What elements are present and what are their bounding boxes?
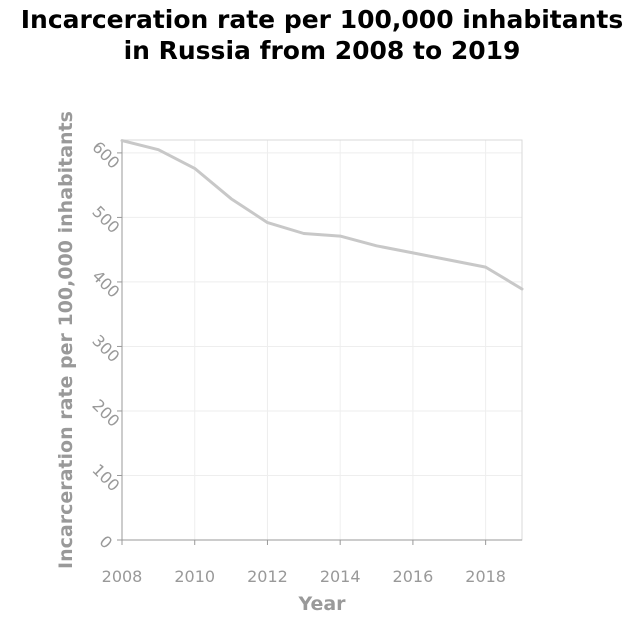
y-tick-label: 400 (88, 267, 123, 302)
series-group (120, 139, 524, 291)
y-tick-label: 600 (88, 137, 123, 172)
data-point (193, 167, 196, 170)
x-tick-label: 2008 (102, 567, 143, 586)
x-axis-ticks: 2008 2010 2012 2014 2016 2018 (102, 540, 506, 586)
data-point (521, 288, 523, 291)
y-axis-ticks: 0 100 200 300 400 500 600 (88, 137, 123, 552)
data-point (302, 232, 305, 235)
x-tick-label: 2014 (320, 567, 361, 586)
y-tick-label: 500 (88, 202, 123, 237)
data-point (411, 251, 414, 254)
series-line (120, 139, 524, 291)
y-tick-label: 200 (88, 396, 123, 431)
data-point (121, 139, 123, 142)
data-point (375, 244, 378, 247)
grid (122, 140, 522, 540)
y-axis-label: Incarceration rate per 100,000 inhabitan… (55, 111, 77, 569)
x-axis-label: Year (297, 593, 346, 615)
data-point (448, 259, 451, 261)
y-tick-label: 0 (96, 532, 117, 553)
x-tick-label: 2010 (174, 567, 215, 586)
plot-frame (121, 139, 523, 541)
data-point (157, 148, 160, 151)
y-tick-label: 300 (88, 331, 123, 366)
x-tick-label: 2018 (465, 567, 506, 586)
data-point (266, 221, 269, 224)
x-tick-label: 2012 (247, 567, 288, 586)
y-tick-label: 100 (88, 460, 123, 495)
chart-title-line-2: in Russia from 2008 to 2019 (123, 36, 521, 65)
data-point (230, 197, 233, 200)
chart-title-line-1: Incarceration rate per 100,000 inhabitan… (20, 5, 624, 34)
data-point (339, 235, 342, 238)
data-point (484, 266, 487, 269)
x-tick-label: 2016 (393, 567, 434, 586)
chart-title: Incarceration rate per 100,000 inhabitan… (0, 4, 644, 66)
